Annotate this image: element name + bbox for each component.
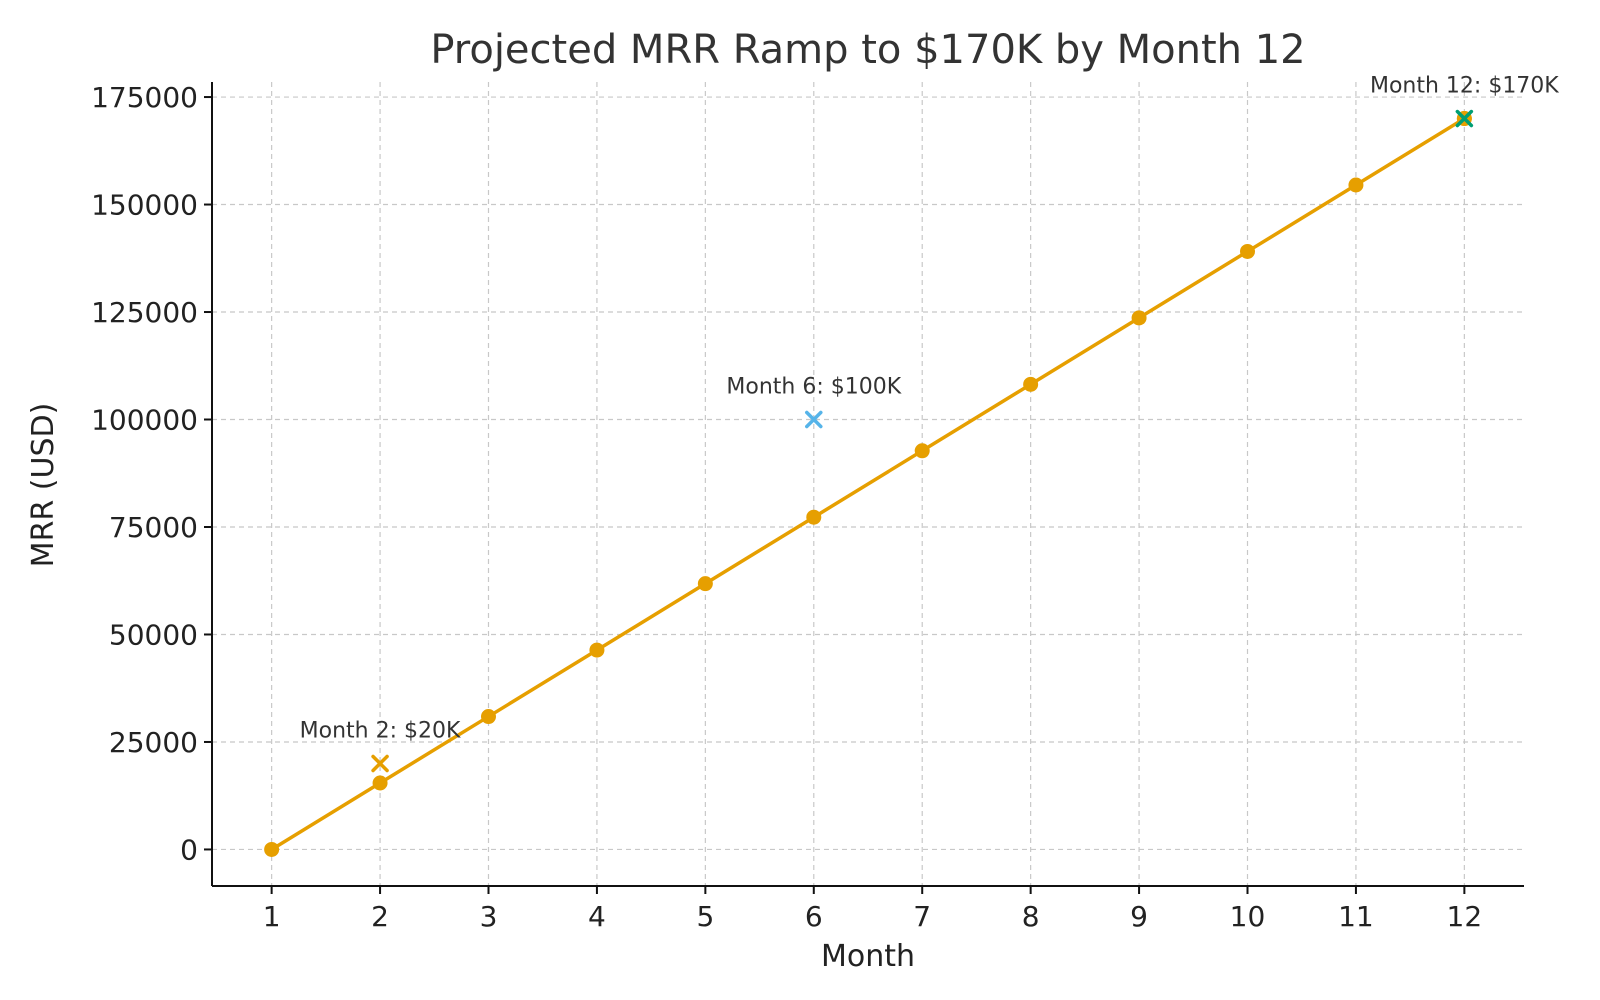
y-tick-label: 25000 — [109, 726, 198, 759]
x-tick-label: 12 — [1447, 900, 1483, 933]
data-point — [1240, 243, 1256, 259]
x-tick-label: 8 — [1022, 900, 1040, 933]
data-point — [1023, 376, 1039, 392]
x-tick-label: 7 — [913, 900, 931, 933]
data-point — [264, 841, 280, 857]
x-tick-label: 2 — [371, 900, 389, 933]
y-tick-label: 100000 — [91, 404, 198, 437]
grid-layer — [212, 82, 1524, 886]
milestone-marker — [805, 410, 823, 429]
data-point — [914, 443, 930, 459]
data-point — [480, 709, 496, 725]
milestone-layer: Month 2: $20K Month 6: $100K Month 12: $17… — [300, 74, 1559, 773]
x-tick-label: 5 — [696, 900, 714, 933]
data-point — [1348, 177, 1364, 193]
series-line — [270, 117, 1466, 851]
y-tick-label: 75000 — [109, 511, 198, 544]
series-layer — [264, 111, 1472, 857]
milestone-x-stroke — [805, 410, 823, 429]
chart-title: Projected MRR Ramp to $170K by Month 12 — [430, 27, 1305, 73]
data-point — [589, 642, 605, 658]
y-tick-label: 0 — [180, 833, 198, 866]
x-tick-label: 1 — [263, 900, 281, 933]
y-tick-label: 175000 — [91, 81, 198, 114]
data-point — [806, 509, 822, 525]
milestone-x-stroke — [1455, 109, 1474, 128]
y-axis-label: MRR (USD) — [26, 403, 61, 568]
data-point — [697, 576, 713, 592]
milestone-label: Month 12: $170K — [1370, 74, 1559, 99]
milestone-x-stroke — [371, 754, 389, 773]
x-tick-label: 10 — [1230, 900, 1266, 933]
x-tick-label: 3 — [480, 900, 498, 933]
x-axis-label: Month — [821, 939, 915, 974]
x-tick-label: 11 — [1338, 900, 1374, 933]
y-tick-label: 125000 — [91, 296, 198, 329]
milestone-marker — [1455, 109, 1474, 128]
milestone-label: Month 2: $20K — [300, 718, 461, 743]
y-tick-label: 50000 — [109, 618, 198, 651]
x-tick-label: 9 — [1130, 900, 1148, 933]
x-tick-label: 4 — [588, 900, 606, 933]
y-tick-label: 150000 — [91, 189, 198, 222]
axis-layer: 1 2 3 4 5 6 7 8 9 10 11 120250005000075000100000125… — [91, 81, 1524, 933]
milestone-marker — [371, 754, 389, 773]
x-tick-label: 6 — [805, 900, 823, 933]
data-point — [372, 775, 388, 791]
milestone-label: Month 6: $100K — [726, 375, 901, 400]
data-point — [1131, 310, 1147, 326]
